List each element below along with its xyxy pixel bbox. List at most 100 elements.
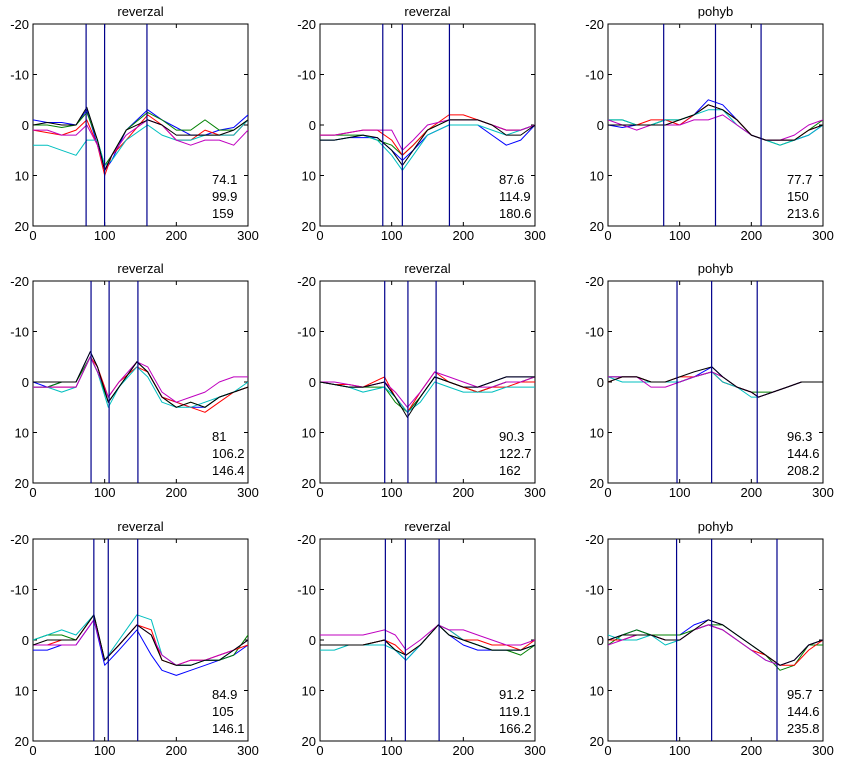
x-tick-label: 0 bbox=[604, 485, 611, 500]
plot-title: reverzal bbox=[117, 261, 163, 276]
y-tick-label: -10 bbox=[585, 68, 604, 83]
waveform-trace bbox=[33, 106, 248, 171]
y-tick-label: 10 bbox=[590, 169, 604, 184]
x-tick-label: 100 bbox=[94, 743, 116, 758]
latency-value-label: 81 bbox=[212, 429, 226, 444]
y-tick-label: 0 bbox=[22, 118, 29, 133]
x-tick-label: 300 bbox=[524, 228, 546, 243]
x-tick-label: 200 bbox=[452, 743, 474, 758]
x-tick-label: 200 bbox=[165, 485, 187, 500]
plot-title: reverzal bbox=[404, 519, 450, 534]
plot-title: pohyb bbox=[698, 4, 733, 19]
y-tick-label: -10 bbox=[585, 325, 604, 340]
x-tick-label: 100 bbox=[94, 228, 116, 243]
y-tick-label: 10 bbox=[15, 426, 29, 441]
y-tick-label: 0 bbox=[597, 633, 604, 648]
y-tick-label: -10 bbox=[297, 325, 316, 340]
x-tick-label: 0 bbox=[316, 228, 323, 243]
plot-title: reverzal bbox=[117, 4, 163, 19]
x-tick-label: 200 bbox=[165, 743, 187, 758]
y-tick-label: -20 bbox=[10, 532, 29, 547]
x-tick-label: 300 bbox=[524, 743, 546, 758]
waveform-trace bbox=[33, 351, 248, 408]
x-tick-label: 300 bbox=[812, 743, 834, 758]
x-tick-label: 200 bbox=[452, 228, 474, 243]
y-tick-label: 0 bbox=[309, 118, 316, 133]
y-tick-label: -10 bbox=[585, 583, 604, 598]
latency-value-label: 150 bbox=[787, 189, 809, 204]
plot-panel: reverzal 0 100 200 300 -20 -10 0 10 20 84.9 105 146.… bbox=[10, 519, 259, 758]
x-tick-label: 200 bbox=[740, 743, 762, 758]
y-tick-label: 0 bbox=[597, 118, 604, 133]
latency-value-label: 74.1 bbox=[212, 172, 237, 187]
waveform-trace bbox=[320, 381, 535, 413]
y-tick-label: 20 bbox=[590, 219, 604, 234]
waveform-trace bbox=[33, 119, 248, 171]
y-tick-label: -20 bbox=[10, 17, 29, 32]
y-tick-label: -20 bbox=[10, 274, 29, 289]
latency-value-label: 114.9 bbox=[499, 189, 531, 204]
latency-value-label: 91.2 bbox=[499, 687, 524, 702]
x-tick-label: 100 bbox=[381, 228, 403, 243]
plot-axes-frame bbox=[319, 538, 536, 742]
y-tick-label: 10 bbox=[590, 684, 604, 699]
waveform-traces bbox=[33, 351, 248, 413]
x-tick-label: 0 bbox=[604, 743, 611, 758]
x-tick-label: 300 bbox=[237, 228, 259, 243]
waveform-trace bbox=[320, 124, 535, 161]
y-tick-label: -20 bbox=[297, 274, 316, 289]
y-tick-label: -20 bbox=[585, 532, 604, 547]
y-tick-label: -10 bbox=[10, 583, 29, 598]
waveform-trace bbox=[320, 119, 535, 151]
x-tick-label: 0 bbox=[316, 743, 323, 758]
latency-value-label: 99.9 bbox=[212, 189, 237, 204]
x-tick-label: 200 bbox=[740, 228, 762, 243]
x-tick-label: 300 bbox=[812, 485, 834, 500]
waveform-traces bbox=[608, 619, 823, 671]
y-tick-label: 20 bbox=[15, 476, 29, 491]
y-tick-label: 20 bbox=[15, 734, 29, 749]
waveform-traces bbox=[320, 624, 535, 661]
waveform-trace bbox=[608, 366, 823, 398]
latency-value-label: 146.4 bbox=[212, 463, 245, 478]
waveform-trace bbox=[608, 624, 823, 671]
waveform-trace bbox=[33, 614, 248, 666]
y-tick-label: 20 bbox=[590, 476, 604, 491]
x-tick-label: 100 bbox=[669, 743, 691, 758]
x-tick-label: 100 bbox=[381, 743, 403, 758]
y-tick-label: 0 bbox=[22, 633, 29, 648]
x-tick-label: 300 bbox=[812, 228, 834, 243]
x-tick-label: 300 bbox=[237, 485, 259, 500]
latency-value-label: 180.6 bbox=[499, 206, 532, 221]
latency-value-label: 166.2 bbox=[499, 721, 532, 736]
plot-panel: reverzal 0 100 200 300 -20 -10 0 10 20 90.3 122.7 16… bbox=[297, 261, 546, 500]
x-tick-label: 200 bbox=[452, 485, 474, 500]
y-tick-label: 10 bbox=[15, 169, 29, 184]
x-tick-label: 100 bbox=[381, 485, 403, 500]
x-tick-label: 100 bbox=[669, 228, 691, 243]
y-tick-label: 0 bbox=[309, 633, 316, 648]
latency-value-label: 77.7 bbox=[787, 172, 812, 187]
latency-value-label: 144.6 bbox=[787, 704, 820, 719]
y-tick-label: 0 bbox=[597, 375, 604, 390]
y-tick-label: 20 bbox=[302, 734, 316, 749]
y-tick-label: 10 bbox=[590, 426, 604, 441]
waveform-trace bbox=[320, 119, 535, 166]
plot-title: reverzal bbox=[404, 4, 450, 19]
y-tick-label: 10 bbox=[15, 684, 29, 699]
y-tick-label: 10 bbox=[302, 426, 316, 441]
x-tick-label: 100 bbox=[669, 485, 691, 500]
x-tick-label: 0 bbox=[29, 228, 36, 243]
waveform-traces bbox=[33, 106, 248, 176]
y-tick-label: -20 bbox=[585, 17, 604, 32]
waveform-traces bbox=[320, 114, 535, 171]
waveform-trace bbox=[320, 371, 535, 408]
waveform-traces bbox=[33, 614, 248, 676]
waveform-trace bbox=[320, 624, 535, 651]
x-tick-label: 200 bbox=[740, 485, 762, 500]
latency-value-label: 84.9 bbox=[212, 687, 237, 702]
waveform-trace bbox=[320, 376, 535, 418]
latency-value-label: 90.3 bbox=[499, 429, 524, 444]
latency-value-label: 159 bbox=[212, 206, 234, 221]
